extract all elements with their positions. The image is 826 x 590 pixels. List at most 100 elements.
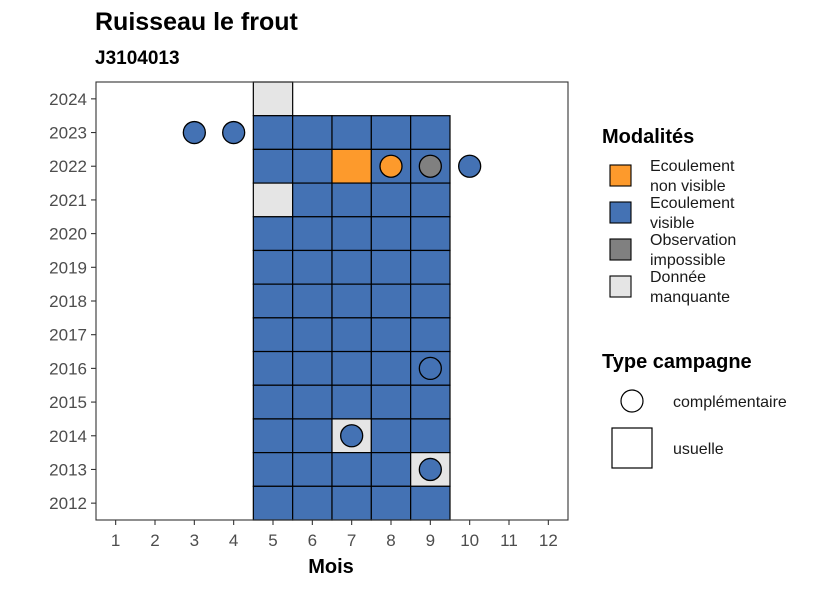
x-axis-title: Mois xyxy=(308,556,354,578)
y-tick-label-2015: 2015 xyxy=(49,393,87,412)
y-tick-label-2019: 2019 xyxy=(49,258,87,277)
point-2023-4 xyxy=(222,120,246,145)
point-2016-9 xyxy=(418,356,442,381)
legend-key-3 xyxy=(609,275,632,298)
cell-2014-6 xyxy=(292,418,333,454)
point-2013-9 xyxy=(418,457,442,482)
x-tick-label-8: 8 xyxy=(386,531,395,550)
point-2022-9 xyxy=(418,154,442,178)
legend-key-1 xyxy=(609,201,632,224)
cell-2012-6 xyxy=(292,485,333,521)
x-tick-label-5: 5 xyxy=(268,531,277,550)
y-tick-label-2020: 2020 xyxy=(49,225,87,244)
cell-2012-5 xyxy=(252,485,294,521)
cell-2023-9 xyxy=(410,115,451,150)
cell-2020-8 xyxy=(370,216,412,252)
cell-2015-6 xyxy=(292,384,333,420)
x-tick-label-2: 2 xyxy=(150,531,159,550)
point-2022-8 xyxy=(379,154,403,178)
legend-key-0 xyxy=(609,164,632,187)
cell-2016-8 xyxy=(370,350,412,386)
cell-2023-5 xyxy=(252,115,294,150)
legend-label-2-line1: Observation xyxy=(650,232,736,249)
cell-2017-6 xyxy=(292,317,333,353)
cell-2017-9 xyxy=(410,317,451,353)
cell-2013-6 xyxy=(292,452,333,487)
cell-2016-5 xyxy=(252,350,294,386)
cell-2018-5 xyxy=(252,283,294,319)
x-tick-label-1: 1 xyxy=(111,531,120,550)
cell-2019-9 xyxy=(410,249,451,285)
cell-2020-6 xyxy=(292,216,333,252)
cell-2015-5 xyxy=(252,384,294,420)
x-tick-label-4: 4 xyxy=(229,531,238,550)
y-tick-label-2021: 2021 xyxy=(49,191,87,210)
cell-2021-5 xyxy=(252,182,294,218)
cell-2020-7 xyxy=(331,216,372,252)
cell-2015-9 xyxy=(410,384,451,420)
cell-2016-6 xyxy=(292,350,333,386)
y-tick-label-2016: 2016 xyxy=(49,359,87,378)
legend-label-usuelle: usuelle xyxy=(673,441,724,458)
x-tick-label-10: 10 xyxy=(460,531,479,550)
x-tick-label-12: 12 xyxy=(539,531,558,550)
cell-2018-9 xyxy=(410,283,451,319)
y-tick-label-2023: 2023 xyxy=(49,124,87,143)
cell-2016-7 xyxy=(331,350,372,386)
cell-2018-7 xyxy=(331,283,372,319)
cell-2014-9 xyxy=(410,418,451,454)
cell-2021-7 xyxy=(331,182,372,218)
cell-2014-8 xyxy=(370,418,412,454)
cell-2017-8 xyxy=(370,317,412,353)
legend-types: complémentaire usuelle xyxy=(611,389,787,469)
legend-label-3-line2: manquante xyxy=(650,289,730,306)
legend-key-usuelle xyxy=(611,427,653,469)
cell-2019-8 xyxy=(370,249,412,285)
cell-2017-5 xyxy=(252,317,294,353)
y-tick-label-2017: 2017 xyxy=(49,326,87,345)
cell-2015-7 xyxy=(331,384,372,420)
cell-2019-7 xyxy=(331,249,372,285)
x-tick-label-3: 3 xyxy=(190,531,199,550)
complementaire-points xyxy=(182,120,482,482)
cell-2023-7 xyxy=(331,115,372,150)
y-tick-label-2018: 2018 xyxy=(49,292,87,311)
legend-label-1-line2: visible xyxy=(650,215,695,232)
y-tick-label-2014: 2014 xyxy=(49,427,87,446)
cell-2020-9 xyxy=(410,216,451,252)
legend-label-1-line1: Ecoulement xyxy=(650,195,735,212)
cell-2022-6 xyxy=(292,148,333,184)
legend-title-modalites: Modalités xyxy=(602,126,694,148)
cell-2021-6 xyxy=(292,182,333,218)
cell-2018-8 xyxy=(370,283,412,319)
y-tick-label-2024: 2024 xyxy=(49,90,87,109)
usuelle-cells xyxy=(252,81,451,521)
point-2023-3 xyxy=(182,120,206,145)
y-axis: 2012 2013 2014 2015 2016 2017 2018 2019 2020 2021… xyxy=(49,90,96,513)
legend-label-0-line2: non visible xyxy=(650,178,726,195)
legend-label-3-line1: Donnée xyxy=(650,269,706,286)
cell-2023-8 xyxy=(370,115,412,150)
legend-label-0-line1: Ecoulement xyxy=(650,158,735,175)
legend-key-complementaire xyxy=(620,389,644,413)
y-tick-label-2022: 2022 xyxy=(49,157,87,176)
point-2022-10 xyxy=(458,154,482,178)
x-tick-label-6: 6 xyxy=(308,531,317,550)
chart-subtitle: J3104013 xyxy=(95,48,180,69)
cell-2018-6 xyxy=(292,283,333,319)
legend-key-2 xyxy=(609,238,632,261)
cell-2021-9 xyxy=(410,182,451,218)
cell-2020-5 xyxy=(252,216,294,252)
point-2014-7 xyxy=(340,424,364,448)
cell-2021-8 xyxy=(370,182,412,218)
cell-2022-7 xyxy=(331,148,372,184)
cell-2012-7 xyxy=(331,485,372,521)
x-axis: 1 2 3 4 5 6 7 8 9 10 11 12 xyxy=(111,520,558,550)
chart-title: Ruisseau le frout xyxy=(95,8,298,36)
cell-2013-7 xyxy=(331,452,372,487)
cell-2019-6 xyxy=(292,249,333,285)
legend-title-type-campagne: Type campagne xyxy=(602,351,752,373)
cell-2014-5 xyxy=(252,418,294,454)
legend-label-2-line2: impossible xyxy=(650,252,726,269)
